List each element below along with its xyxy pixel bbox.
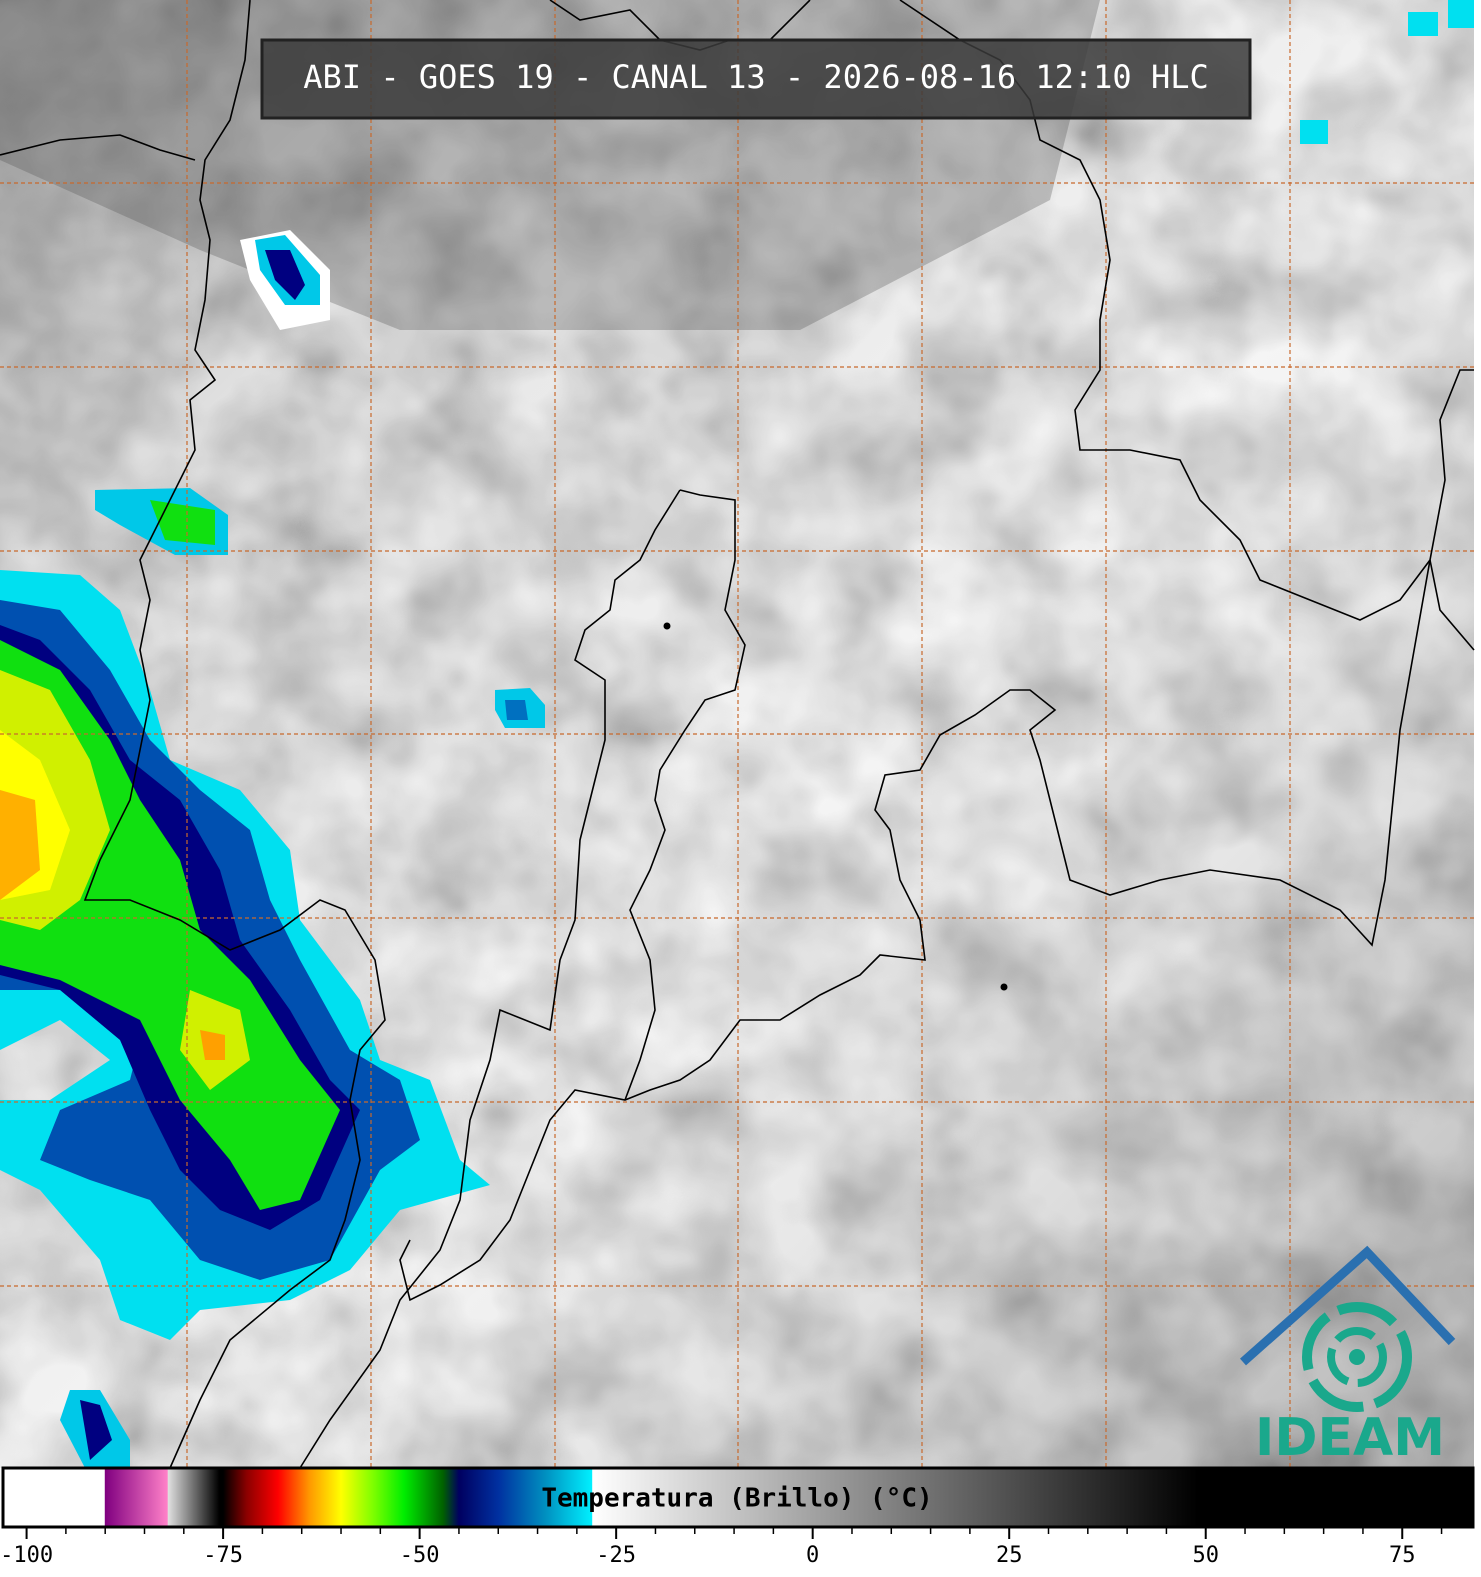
logo: IDEAM (1240, 1245, 1456, 1468)
colorbar: Temperatura (Brillo) (°C) -100 -75 -50 -25 0… (0, 1466, 1475, 1568)
logo-text: IDEAM (1255, 1408, 1445, 1468)
title-box: ABI - GOES 19 - CANAL 13 - 2026-08-16 12… (260, 38, 1252, 120)
title: ABI - GOES 19 - CANAL 13 - 2026-08-16 12… (303, 58, 1208, 96)
tick-label: -25 (596, 1543, 636, 1568)
tick-label: 0 (806, 1543, 819, 1568)
tick-label: -50 (400, 1543, 440, 1568)
boundaries (0, 0, 1475, 1469)
colorbar-gradient (1, 1466, 1475, 1529)
tick-label: 50 (1192, 1543, 1219, 1568)
tick-label: -75 (203, 1543, 243, 1568)
tick-label: -100 (0, 1543, 53, 1568)
graticule (0, 0, 1474, 1468)
tick-label: 25 (996, 1543, 1023, 1568)
colorbar-label: Temperatura (Brillo) (°C) (541, 1484, 932, 1514)
tick-label: 75 (1389, 1543, 1416, 1568)
